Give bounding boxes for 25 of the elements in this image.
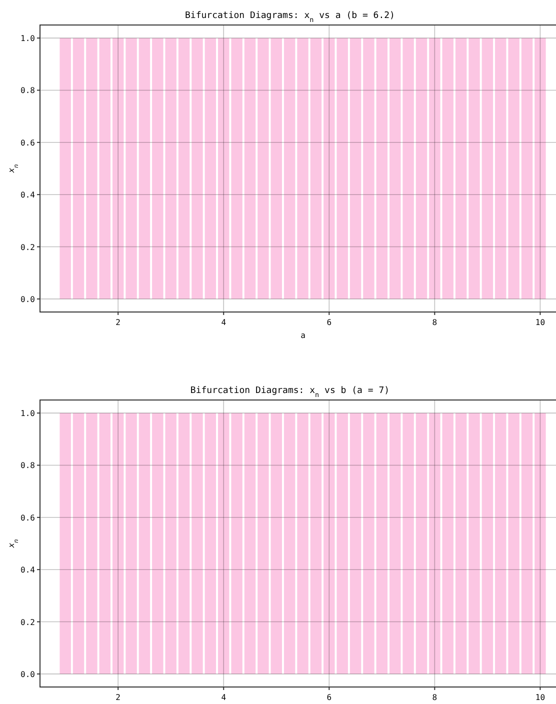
- x-axis-title: a: [300, 331, 306, 340]
- y-tick-label: 0.0: [20, 670, 36, 679]
- chart-title: Bifurcation Diagrams: x$_{n}$ vs b (a = 7): [190, 386, 390, 399]
- y-tick-label: 0.8: [20, 461, 36, 470]
- chart-title: Bifurcation Diagrams: x$_{n}$ vs a (b = 6.2): [185, 11, 395, 24]
- x-tick-label: 4: [221, 318, 226, 327]
- x-tick-label: 2: [116, 693, 121, 702]
- y-tick-label: 0.4: [20, 566, 36, 575]
- y-tick-label: 0.6: [20, 138, 36, 148]
- x-tick-label: 4: [221, 693, 226, 702]
- y-tick-label: 0.4: [20, 190, 36, 200]
- x-tick-label: 10: [535, 693, 546, 702]
- x-tick-label: 2: [116, 318, 121, 327]
- y-tick-label: 0.0: [20, 294, 36, 304]
- y-tick-label: 0.8: [20, 86, 36, 96]
- x-tick-label: 6: [326, 693, 332, 702]
- y-tick-label: 0.2: [20, 242, 36, 252]
- x-tick-label: 8: [432, 693, 438, 702]
- y-tick-label: 0.2: [20, 618, 36, 627]
- y-tick-label: 1.0: [20, 409, 36, 418]
- x-tick-label: 8: [432, 318, 438, 327]
- y-tick-label: 0.6: [20, 513, 36, 522]
- x-tick-label: 6: [326, 318, 332, 327]
- y-tick-label: 1.0: [20, 34, 36, 44]
- x-tick-label: 10: [535, 318, 546, 327]
